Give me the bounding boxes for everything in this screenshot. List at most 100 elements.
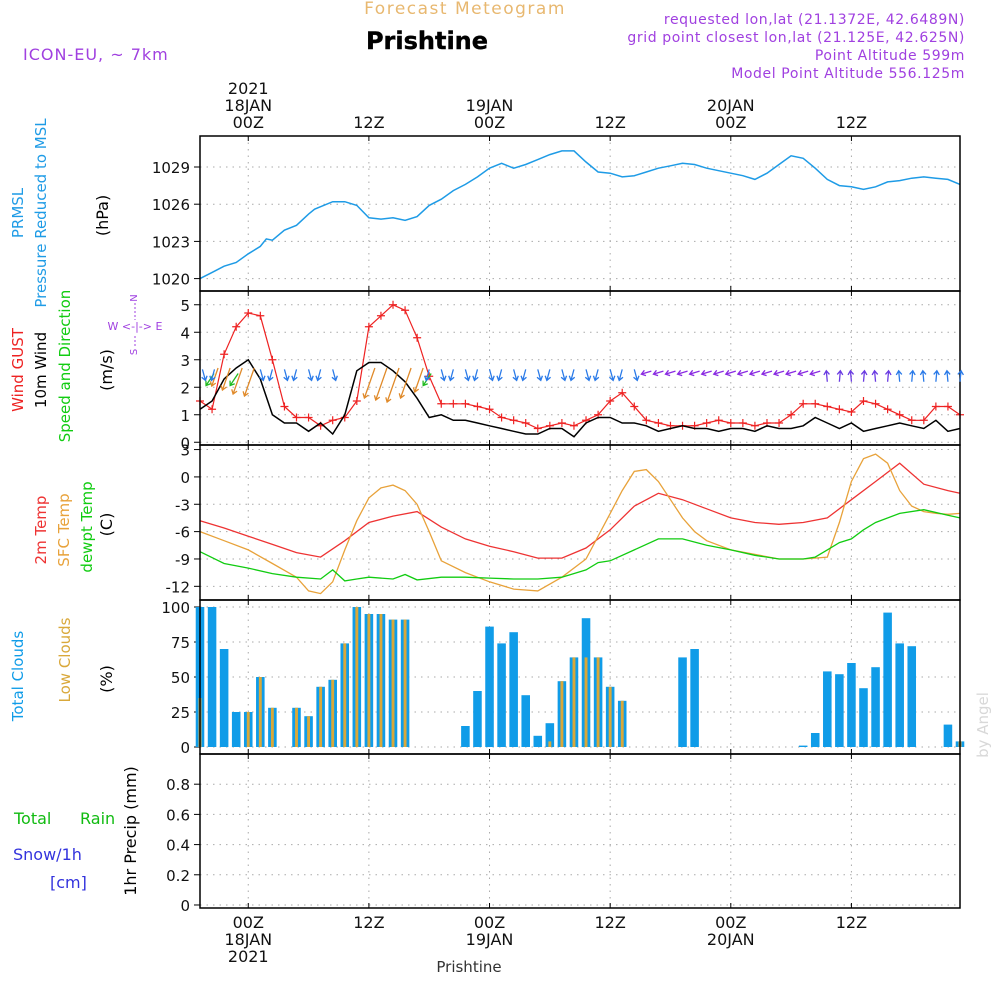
wind-arrow bbox=[712, 369, 724, 377]
wind-arrow bbox=[307, 369, 314, 382]
wind-arrow bbox=[608, 369, 616, 382]
y-tick-label: 5 bbox=[180, 297, 190, 315]
total-cloud-bar bbox=[231, 712, 241, 747]
gust-point bbox=[738, 419, 747, 427]
low-cloud-bar bbox=[548, 741, 552, 747]
panel-clouds: 0 25 50 75 100 (%) bbox=[97, 599, 965, 757]
wind-arrow bbox=[760, 369, 773, 377]
gust-point bbox=[533, 424, 542, 433]
gust-point bbox=[630, 402, 639, 411]
wind-arrow bbox=[809, 369, 821, 377]
series-line-wind-gust bbox=[199, 304, 961, 430]
total-cloud-bar bbox=[207, 607, 217, 747]
low-cloud-bar bbox=[246, 712, 250, 747]
gust-point bbox=[642, 416, 651, 425]
gust-point bbox=[449, 399, 458, 408]
gust-point bbox=[328, 416, 337, 425]
total-cloud-bar bbox=[690, 649, 699, 747]
wind-arrow bbox=[560, 369, 568, 382]
bottom-time-label: 12Z bbox=[836, 913, 867, 932]
wind-arrow bbox=[633, 369, 640, 382]
wind-arrow bbox=[957, 369, 964, 382]
y-tick-label: 1023 bbox=[152, 233, 190, 251]
wind-arrow bbox=[209, 369, 216, 382]
gust-point bbox=[606, 397, 615, 405]
low-cloud-bar bbox=[295, 707, 298, 747]
panel-wind: 0 1 2 3 4 5 (m/s) bbox=[97, 290, 964, 452]
wind-arrow bbox=[616, 369, 624, 382]
wind-arrow bbox=[520, 369, 527, 382]
total-cloud-bar bbox=[823, 671, 832, 747]
y-tick-label: 3 bbox=[180, 442, 190, 460]
y-tick-label: 50 bbox=[171, 669, 190, 687]
y-axis-unit: (C) bbox=[97, 513, 116, 537]
total-cloud-bar bbox=[943, 724, 953, 747]
bottom-time-label: 12Z bbox=[353, 913, 384, 932]
panel-frame bbox=[199, 444, 961, 601]
ylabel-wind-gust: Wind GUST bbox=[9, 327, 27, 412]
gust-point bbox=[871, 399, 880, 408]
panel-frame bbox=[199, 753, 961, 909]
ylabel-speed-direction: Speed and Direction bbox=[56, 290, 74, 443]
wind-arrow bbox=[448, 369, 455, 382]
low-cloud-bar bbox=[319, 686, 323, 747]
wind-arrow bbox=[385, 367, 400, 404]
y-tick-label: 2 bbox=[180, 379, 190, 397]
compass-west-east: W <-|-> E bbox=[108, 320, 163, 333]
gust-point bbox=[823, 402, 832, 411]
total-cloud-bar bbox=[485, 626, 494, 747]
gust-point bbox=[726, 419, 735, 427]
wind-arrow bbox=[412, 367, 424, 394]
wind-arrow bbox=[259, 369, 266, 382]
gust-point bbox=[775, 419, 784, 427]
wind-arrow bbox=[652, 369, 664, 377]
wind-arrow bbox=[440, 369, 447, 382]
model-altitude: Model Point Altitude 556.125m bbox=[731, 66, 965, 82]
ylabel-2m-temp: 2m Temp bbox=[32, 496, 50, 565]
gust-point bbox=[364, 322, 373, 331]
y-tick-label: 4 bbox=[180, 324, 190, 342]
gust-point bbox=[376, 311, 385, 320]
top-time-label: 18JAN bbox=[224, 96, 272, 115]
gust-point bbox=[256, 311, 265, 320]
gust-point bbox=[569, 421, 578, 430]
gust-point bbox=[232, 322, 241, 331]
wind-arrow bbox=[736, 369, 749, 377]
top-time-label: 00Z bbox=[715, 113, 746, 132]
ylabel-sfc-temp: SFC Temp bbox=[55, 493, 73, 566]
low-cloud-bar bbox=[584, 657, 588, 747]
ylabel-rain: Rain bbox=[80, 809, 115, 828]
bottom-time-label: 19JAN bbox=[466, 930, 514, 949]
total-cloud-bar bbox=[219, 649, 229, 747]
gust-point bbox=[352, 397, 361, 405]
gust-point bbox=[509, 416, 518, 425]
compass-south: S bbox=[129, 349, 140, 355]
wind-arrow bbox=[544, 369, 552, 382]
gust-point bbox=[787, 410, 796, 419]
gust-point bbox=[702, 419, 711, 427]
panel-frame bbox=[199, 135, 961, 292]
wind-arrow bbox=[748, 369, 761, 377]
wind-arrow bbox=[362, 367, 376, 400]
wind-arrow bbox=[724, 369, 736, 377]
gust-point bbox=[220, 350, 229, 359]
top-time-label: 12Z bbox=[836, 113, 867, 132]
total-cloud-bar bbox=[533, 735, 543, 747]
credit-watermark: by Angel bbox=[974, 692, 992, 758]
y-tick-label: 0 bbox=[180, 897, 190, 915]
gust-point bbox=[461, 399, 470, 408]
series-line-sfc-temp bbox=[199, 453, 961, 595]
top-time-label: 00Z bbox=[233, 113, 264, 132]
wind-arrow bbox=[584, 369, 592, 382]
wind-arrow bbox=[592, 369, 600, 382]
low-cloud-bar bbox=[258, 677, 262, 747]
wind-arrow bbox=[242, 367, 255, 398]
ylabel-snow-unit: [cm] bbox=[50, 873, 87, 892]
wind-arrow bbox=[772, 369, 785, 377]
low-cloud-bar bbox=[608, 686, 612, 747]
bottom-time-label: 00Z bbox=[715, 913, 746, 932]
y-axis-unit: (m/s) bbox=[97, 349, 116, 391]
wind-arrow bbox=[231, 367, 243, 396]
